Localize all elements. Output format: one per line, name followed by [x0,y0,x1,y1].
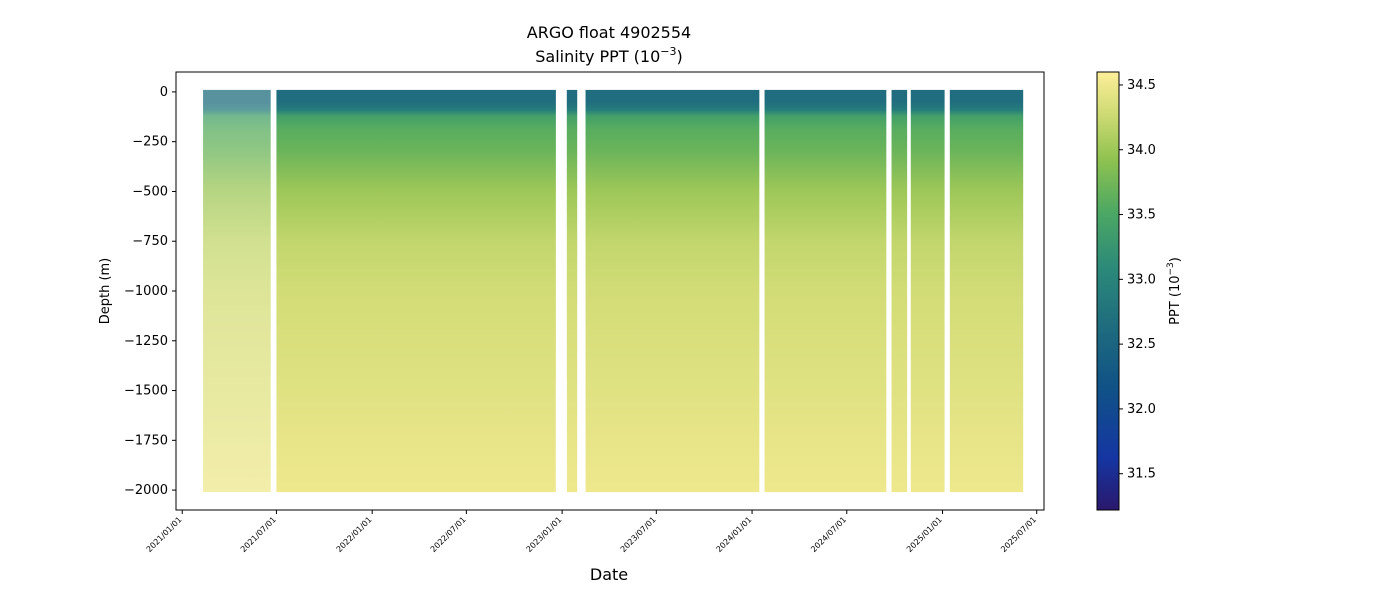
colorbar-axis: 31.5 32.0 32.5 33.0 33.5 34.0 34.5 [1119,78,1156,482]
colorbar-label-suffix: ) [1168,257,1183,262]
x-tick-label: 2022/07/01 [429,515,468,554]
data-gap [555,380,567,495]
colorbar-tick-label: 32.0 [1127,402,1156,417]
y-tick-label: −500 [132,184,168,199]
y-tick-label: −1250 [124,334,168,349]
colorbar-label-exp: −3 [1166,262,1176,275]
y-tick-label: −1500 [124,384,168,399]
y-tick-label: 0 [160,85,168,100]
y-axis-label: Depth (m) [98,258,113,325]
profile-segment [203,89,271,493]
profile-segment [276,89,556,493]
colorbar-tick-label: 31.5 [1127,467,1156,482]
chart-subtitle: Salinity PPT (10−3) [535,45,683,66]
data-layer [203,89,1024,493]
colorbar-tick-label: 34.0 [1127,143,1156,158]
colorbar-tick-label: 33.0 [1127,272,1156,287]
colorbar-label: PPT (10−3) [1166,257,1183,325]
x-tick-label: 2021/07/01 [239,515,278,554]
y-tick-label: −250 [132,135,168,150]
y-tick-label: −1000 [124,284,168,299]
profile-segment [949,89,1024,493]
x-tick-label: 2021/01/01 [145,515,184,554]
y-axis: 0 −250 −500 −750 −1000 −1250 −1500 −1750 −2000 [124,85,176,498]
x-tick-label: 2023/01/01 [525,515,564,554]
x-axis-label: Date [590,565,628,584]
x-tick-label: 2024/01/01 [715,515,754,554]
colorbar-tick-label: 34.5 [1127,78,1156,93]
chart-subtitle-prefix: Salinity PPT (10 [535,47,660,66]
x-tick-label: 2023/07/01 [619,515,658,554]
y-tick-label: −1750 [124,433,168,448]
colorbar-label-prefix: PPT (10 [1168,275,1183,324]
x-tick-label: 2025/07/01 [999,515,1038,554]
x-tick-label: 2024/07/01 [809,515,848,554]
x-tick-label: 2022/01/01 [335,515,374,554]
x-tick-label: 2025/01/01 [905,515,944,554]
profile-segment [891,89,908,493]
chart-title: ARGO float 4902554 [527,23,691,42]
colorbar-tick-label: 32.5 [1127,337,1156,352]
profile-segment [910,89,945,493]
chart-subtitle-suffix: ) [677,47,683,66]
colorbar [1096,71,1120,511]
y-tick-label: −750 [132,234,168,249]
profile-segment [566,89,578,493]
x-axis: 2021/01/01 2021/07/01 2022/01/01 2022/07/01… [145,510,1038,554]
y-tick-label: −2000 [124,483,168,498]
chart-subtitle-exp: −3 [660,45,676,58]
gap-layer [555,380,567,495]
profile-segment [764,89,887,493]
colorbar-tick-label: 33.5 [1127,208,1156,223]
profile-segment [585,89,760,493]
